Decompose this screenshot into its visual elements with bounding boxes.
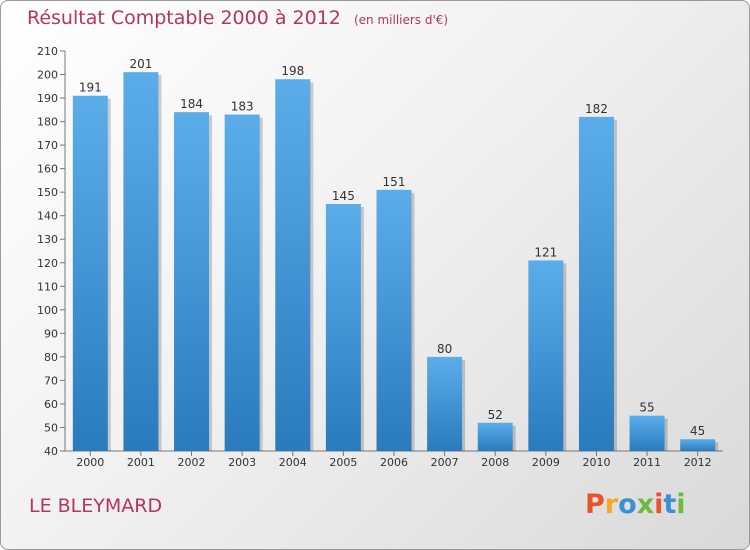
x-tick-label: 2000 — [76, 456, 104, 469]
y-tick-label: 130 — [37, 233, 58, 246]
data-label-2006: 151 — [383, 175, 406, 189]
chart-unit: (en milliers d'€) — [353, 13, 449, 27]
bar-2008 — [477, 422, 513, 451]
data-label-2011: 55 — [639, 401, 654, 415]
logo-letter: i — [654, 489, 664, 520]
logo-letter: t — [663, 489, 677, 520]
x-tick-label: 2006 — [380, 456, 408, 469]
place-name: LE BLEYMARD — [29, 495, 163, 517]
chart-title-text: Résultat Comptable 2000 à 2012 — [27, 7, 341, 29]
data-label-2003: 183 — [231, 100, 254, 114]
y-tick-label: 150 — [37, 186, 58, 199]
data-label-2010: 182 — [585, 102, 608, 116]
y-tick-label: 210 — [37, 45, 58, 58]
y-tick-label: 200 — [37, 69, 58, 82]
logo-letter: i — [676, 489, 686, 520]
y-tick-label: 70 — [44, 374, 58, 387]
y-tick-label: 160 — [37, 163, 58, 176]
x-tick-label: 2010 — [582, 456, 610, 469]
x-tick-label: 2011 — [633, 456, 661, 469]
y-tick-label: 180 — [37, 116, 58, 129]
data-label-2009: 121 — [534, 245, 557, 259]
x-tick-label: 2007 — [431, 456, 459, 469]
x-tick-label: 2003 — [228, 456, 256, 469]
y-tick-label: 140 — [37, 210, 58, 223]
data-label-2002: 184 — [180, 97, 203, 111]
data-label-2007: 80 — [437, 342, 452, 356]
y-tick-label: 80 — [44, 351, 58, 364]
logo-letter: x — [636, 489, 655, 520]
bar-2006 — [376, 189, 412, 451]
bar-2009 — [528, 260, 564, 451]
x-tick-label: 2005 — [329, 456, 357, 469]
x-tick-label: 2012 — [684, 456, 712, 469]
y-tick-label: 110 — [37, 280, 58, 293]
data-label-2005: 145 — [332, 189, 355, 203]
y-tick-label: 170 — [37, 139, 58, 152]
x-tick-label: 2009 — [532, 456, 560, 469]
y-tick-label: 60 — [44, 398, 58, 411]
logo-letter: o — [618, 489, 637, 520]
data-label-2012: 45 — [690, 424, 705, 438]
bar-2001 — [123, 72, 159, 452]
bar-2011 — [629, 415, 665, 451]
logo-letter: P — [585, 489, 605, 520]
bar-2003 — [224, 114, 260, 451]
bar-2002 — [174, 112, 210, 452]
y-tick-label: 190 — [37, 92, 58, 105]
y-tick-label: 40 — [44, 445, 58, 458]
y-tick-label: 90 — [44, 327, 58, 340]
bar-2005 — [325, 203, 361, 451]
chart-title: Résultat Comptable 2000 à 2012 (en milli… — [27, 7, 448, 29]
x-tick-label: 2002 — [178, 456, 206, 469]
bar-2000 — [72, 95, 108, 452]
bar-2007 — [427, 356, 463, 451]
data-label-2001: 201 — [129, 57, 152, 71]
bar-2010 — [578, 116, 614, 451]
x-tick-label: 2004 — [279, 456, 307, 469]
bar-2004 — [275, 79, 311, 451]
data-label-2000: 191 — [79, 81, 102, 95]
y-tick-label: 50 — [44, 421, 58, 434]
x-tick-label: 2008 — [481, 456, 509, 469]
y-tick-label: 100 — [37, 304, 58, 317]
y-tick-label: 120 — [37, 257, 58, 270]
data-label-2004: 198 — [281, 64, 304, 78]
x-tick-label: 2001 — [127, 456, 155, 469]
data-label-2008: 52 — [488, 408, 503, 422]
logo-letter: r — [604, 489, 619, 520]
bar-2012 — [680, 439, 716, 451]
proxiti-logo[interactable]: Proxiti — [585, 489, 686, 520]
